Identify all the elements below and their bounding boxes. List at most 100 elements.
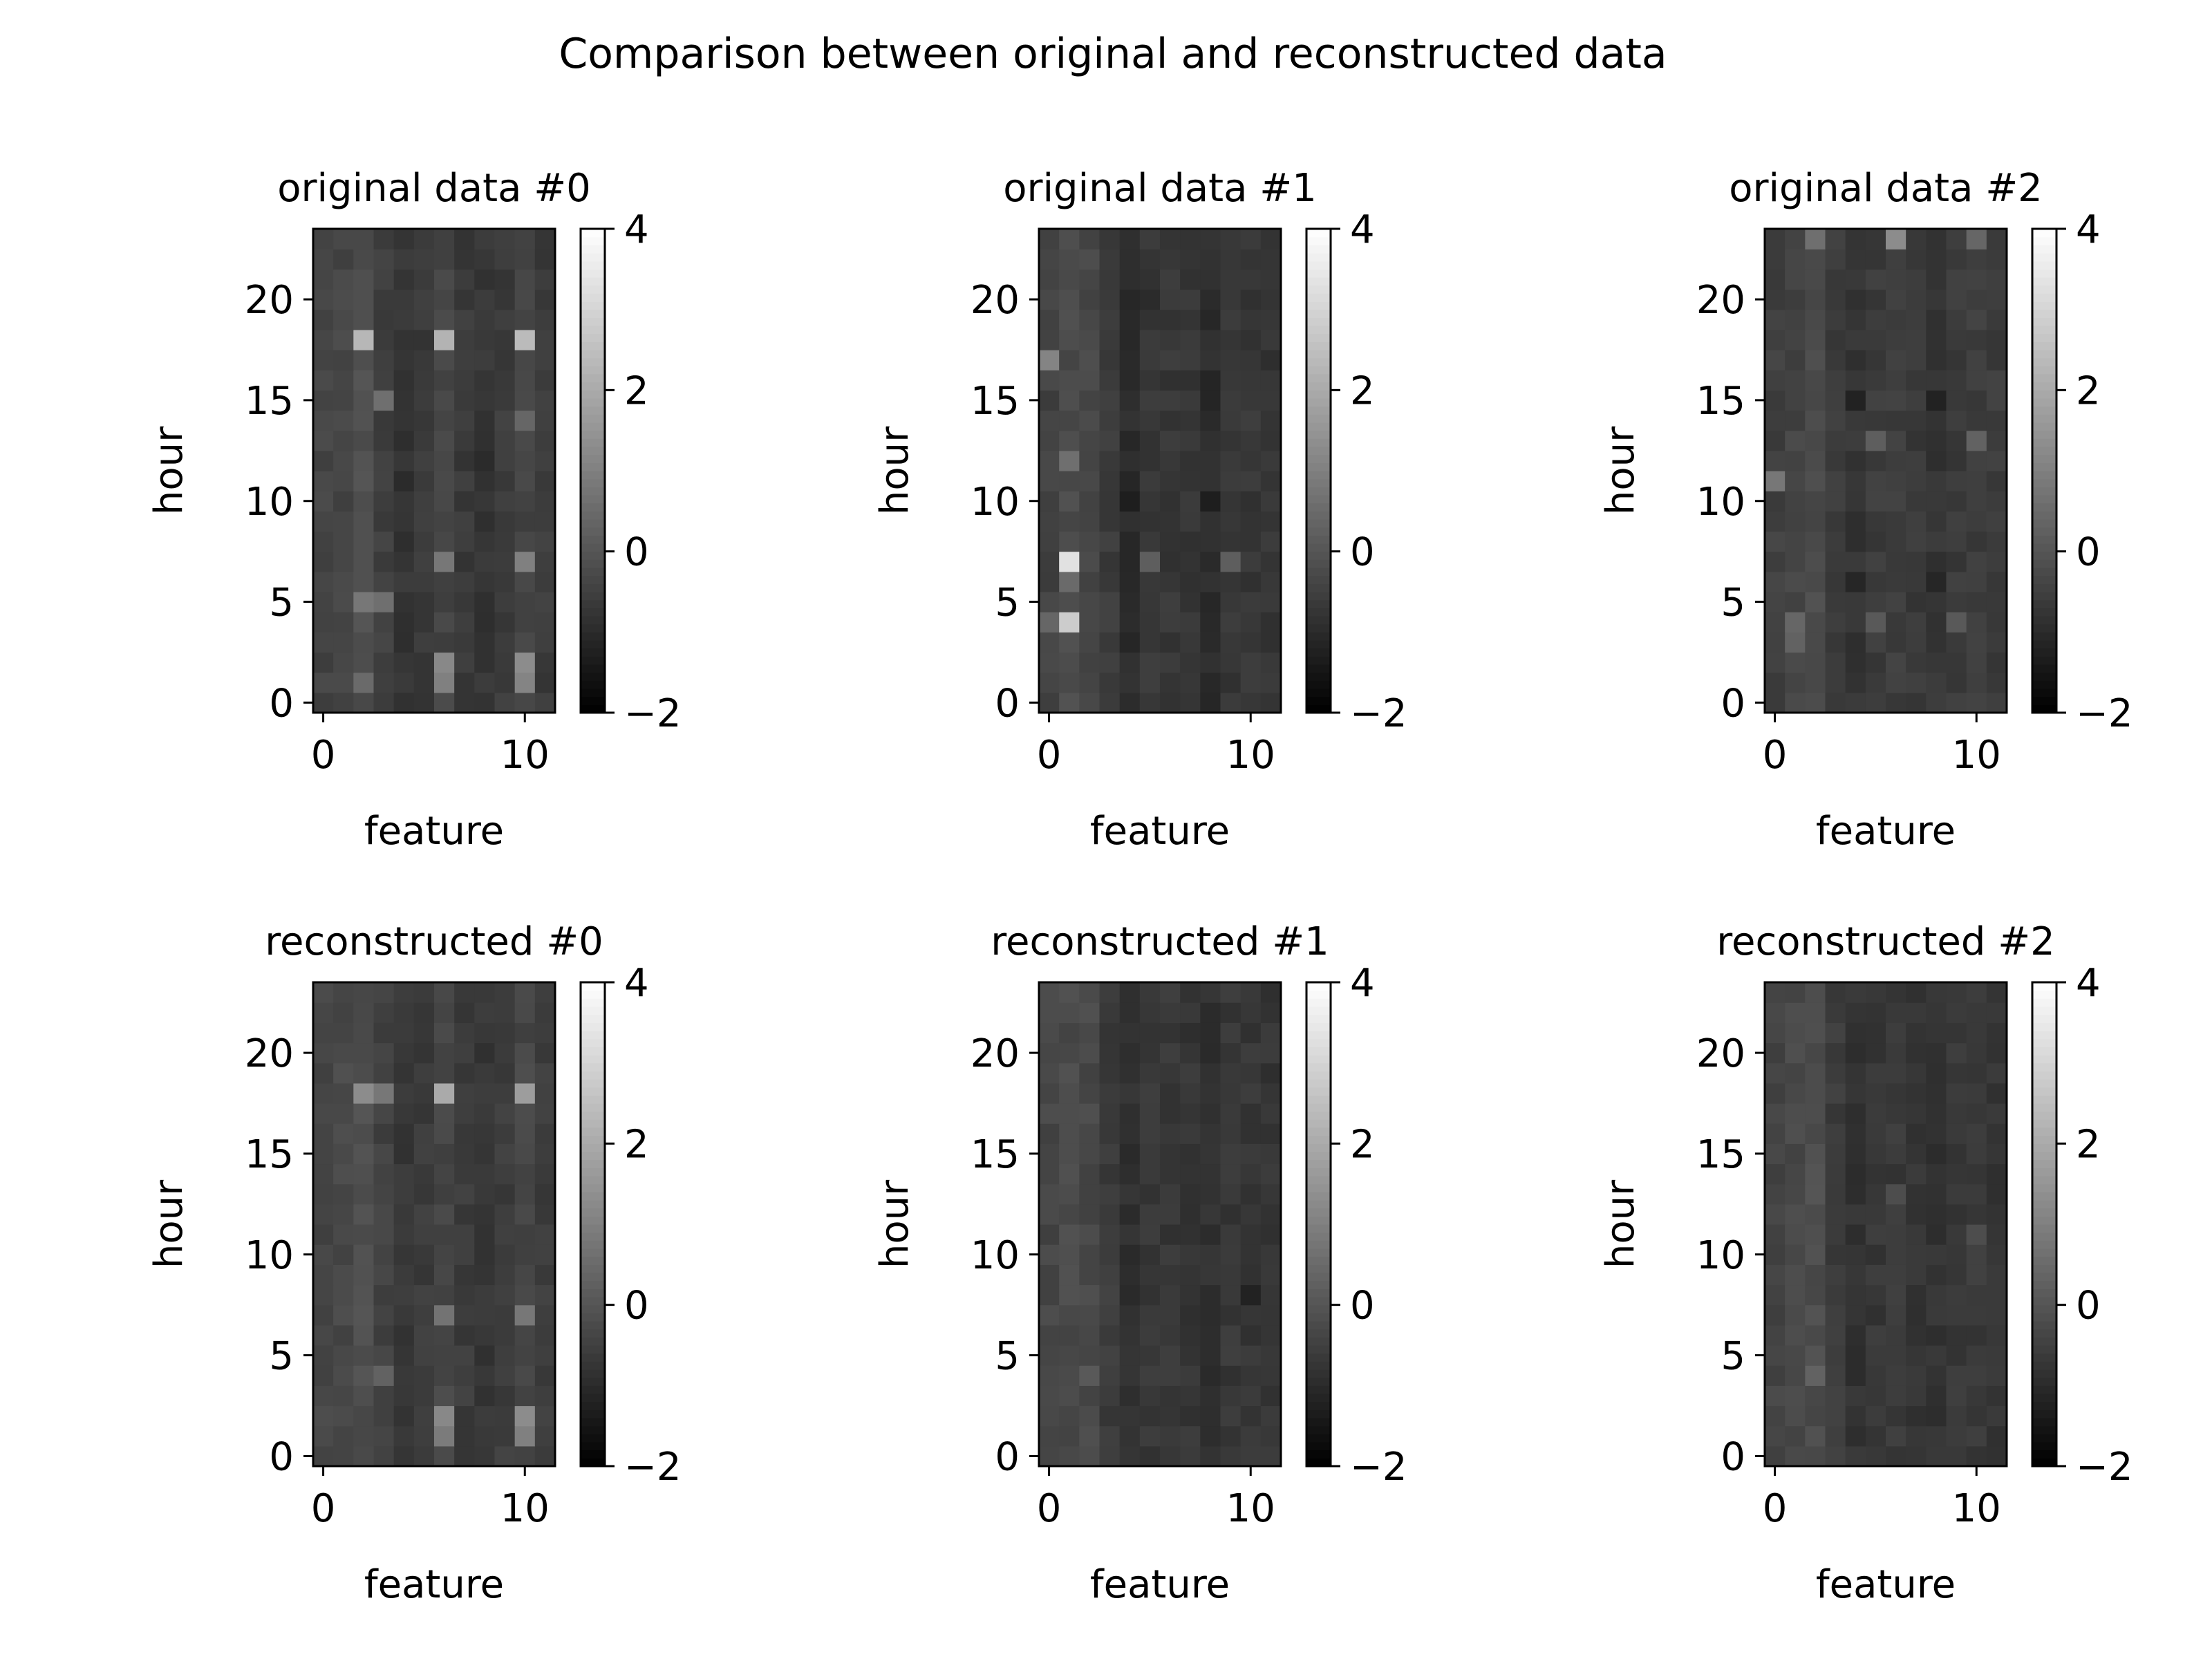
heatmap-cell: [1785, 390, 1806, 411]
heatmap-cell: [474, 692, 496, 713]
heatmap-cell: [514, 1224, 536, 1245]
heatmap-cell: [1039, 1284, 1060, 1306]
colorbar-strip: [581, 1062, 605, 1071]
heatmap-cell: [1240, 1304, 1262, 1326]
heatmap-cell: [1180, 1103, 1201, 1124]
heatmap-cell: [413, 1324, 435, 1346]
heatmap-cell: [1906, 269, 1927, 290]
x-axis-label: feature: [1816, 1562, 1956, 1607]
y-tick-label: 15: [1696, 1132, 1745, 1177]
heatmap-cell: [1886, 1183, 1906, 1205]
heatmap-cell: [434, 1385, 455, 1407]
heatmap-cell: [1845, 672, 1866, 693]
heatmap-cell: [353, 1304, 375, 1326]
heatmap-cell: [454, 1082, 475, 1104]
heatmap-cell: [413, 571, 435, 592]
heatmap-cell: [1986, 1445, 2007, 1467]
heatmap-cell: [1825, 632, 1846, 653]
heatmap-cell: [494, 1224, 516, 1245]
heatmap-cell: [1986, 309, 2007, 330]
heatmap-cell: [333, 982, 354, 1003]
heatmap-cell: [494, 1304, 516, 1326]
heatmap-cell: [494, 1082, 516, 1104]
panel-title: original data #1: [1003, 166, 1317, 211]
heatmap-cell: [1865, 1405, 1886, 1427]
heatmap-cell: [1825, 1224, 1846, 1245]
heatmap-panel: original data #00 10feature05101520hour−2…: [147, 166, 682, 854]
heatmap-cell: [1160, 1042, 1181, 1064]
heatmap-cell: [1986, 1203, 2007, 1225]
heatmap-cell: [1886, 390, 1906, 411]
colorbar-tick-label: −2: [624, 691, 682, 736]
heatmap-cell: [1986, 1365, 2007, 1386]
heatmap-cell: [454, 249, 475, 270]
heatmap-cell: [1906, 571, 1927, 592]
heatmap-cell: [1966, 571, 1987, 592]
heatmap-cell: [494, 309, 516, 330]
heatmap-cell: [393, 612, 415, 632]
heatmap-cell: [1906, 1425, 1927, 1447]
colorbar-strip: [581, 1232, 605, 1241]
colorbar-strip: [1306, 664, 1331, 673]
heatmap-cell: [1260, 1002, 1282, 1023]
heatmap-cell: [1160, 1203, 1181, 1225]
heatmap-cell: [1180, 491, 1201, 512]
colorbar-strip: [581, 664, 605, 673]
heatmap-cell: [353, 309, 375, 330]
heatmap-cell: [1139, 329, 1161, 350]
heatmap-cell: [333, 1143, 354, 1165]
heatmap-cell: [393, 1405, 415, 1427]
colorbar-strip: [581, 519, 605, 528]
heatmap-cell: [1926, 269, 1947, 290]
x-tick-label: 10: [1226, 1486, 1275, 1531]
heatmap-cell: [1059, 511, 1080, 532]
heatmap-cell: [1946, 1425, 1967, 1447]
heatmap-cell: [514, 249, 536, 270]
heatmap-cell: [1765, 1365, 1785, 1386]
heatmap-cell: [413, 652, 435, 673]
heatmap-cell: [1200, 269, 1221, 290]
heatmap-cell: [1946, 1264, 1967, 1286]
heatmap-cell: [1119, 1284, 1141, 1306]
heatmap-cell: [1119, 551, 1141, 572]
heatmap-cell: [494, 430, 516, 451]
heatmap-cell: [1886, 1284, 1906, 1306]
heatmap-cell: [333, 1324, 354, 1346]
heatmap-cell: [1240, 269, 1262, 290]
heatmap-cell: [1119, 289, 1141, 310]
heatmap-cell: [373, 652, 395, 673]
colorbar-strip: [1306, 1409, 1331, 1418]
heatmap-cell: [1160, 692, 1181, 713]
heatmap-cell: [1039, 1183, 1060, 1205]
heatmap-cell: [1785, 1143, 1806, 1165]
colorbar-strip: [581, 462, 605, 471]
heatmap-cell: [434, 1103, 455, 1124]
heatmap-cell: [1805, 1264, 1826, 1286]
heatmap-cell: [1805, 1082, 1826, 1104]
heatmap-cell: [1160, 1123, 1181, 1144]
heatmap-cell: [1845, 1324, 1866, 1346]
heatmap-cell: [1220, 1224, 1241, 1245]
heatmap-cell: [1765, 982, 1785, 1003]
heatmap-cell: [1039, 1103, 1060, 1124]
heatmap-cell: [1805, 309, 1826, 330]
heatmap-cell: [514, 430, 536, 451]
heatmap-cell: [454, 1143, 475, 1165]
heatmap-cell: [1946, 1002, 1967, 1023]
heatmap-cell: [474, 632, 496, 653]
heatmap-cell: [413, 410, 435, 431]
heatmap-cell: [1906, 1183, 1927, 1205]
heatmap-cell: [1926, 1163, 1947, 1185]
heatmap-cell: [413, 1183, 435, 1205]
heatmap-cell: [1785, 1244, 1806, 1265]
heatmap-cell: [1946, 430, 1967, 451]
heatmap-cell: [1220, 1425, 1241, 1447]
heatmap-cell: [1059, 1183, 1080, 1205]
heatmap-cell: [1886, 1445, 1906, 1467]
y-tick-label: 5: [1721, 581, 1745, 626]
heatmap-cell: [514, 1082, 536, 1104]
heatmap-cell: [514, 1203, 536, 1225]
colorbar-strip: [581, 599, 605, 608]
colorbar-strip: [581, 414, 605, 423]
heatmap-cell: [534, 269, 556, 290]
